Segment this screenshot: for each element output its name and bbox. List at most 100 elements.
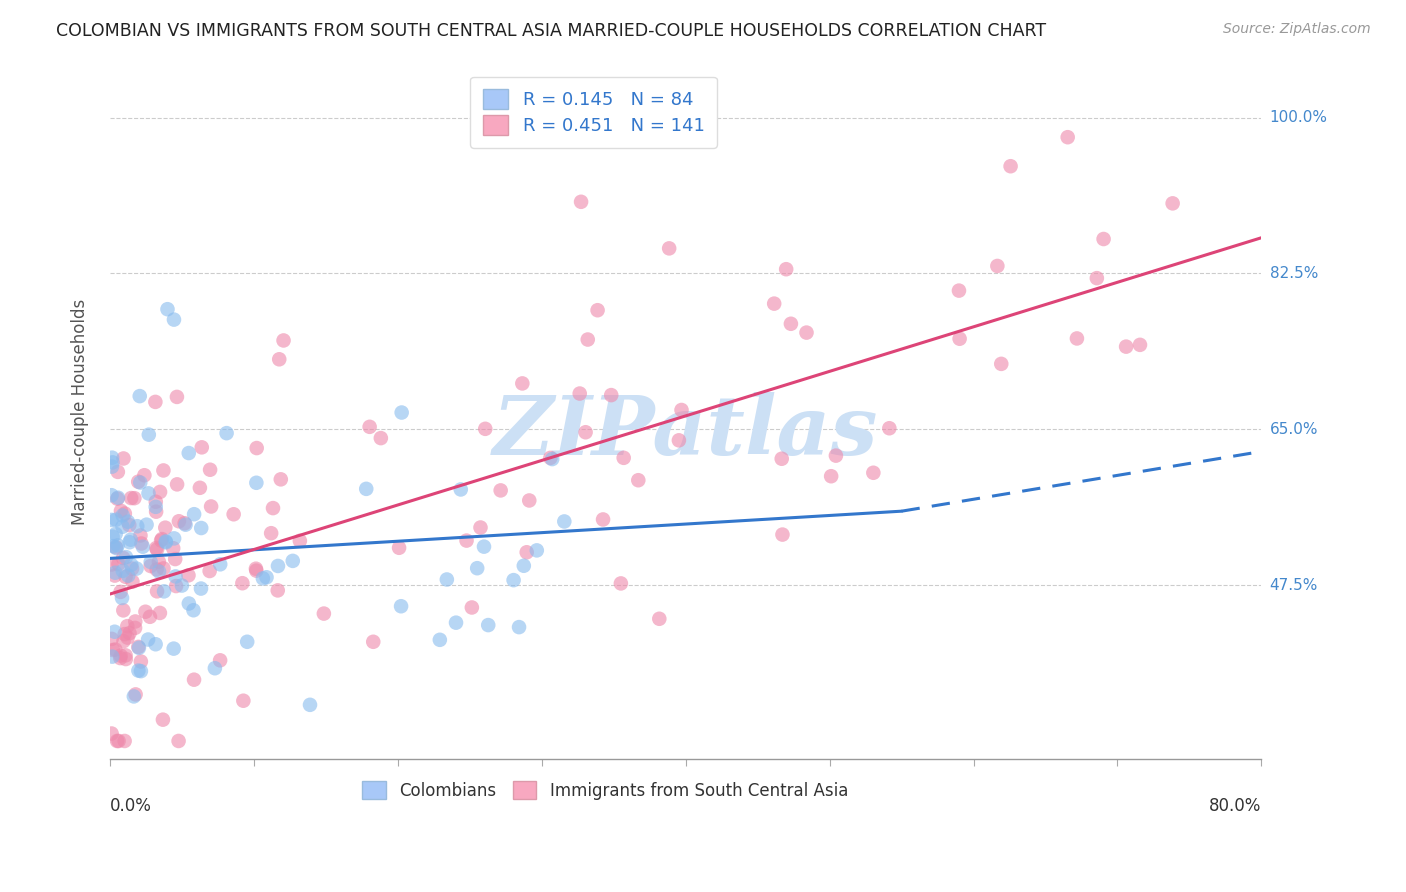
Point	[134, 468, 156, 483]
Point	[104, 624, 127, 639]
Point	[101, 643, 124, 657]
Point	[990, 357, 1012, 371]
Point	[260, 526, 283, 541]
Point	[101, 450, 124, 465]
Text: ZIPatlas: ZIPatlas	[494, 392, 879, 472]
Point	[879, 421, 901, 435]
Point	[118, 535, 141, 549]
Point	[198, 564, 221, 578]
Text: 100.0%: 100.0%	[1270, 110, 1327, 125]
Point	[288, 533, 311, 548]
Point	[222, 508, 245, 522]
Point	[613, 450, 636, 465]
Point	[162, 541, 184, 556]
Point	[780, 317, 803, 331]
Text: COLOMBIAN VS IMMIGRANTS FROM SOUTH CENTRAL ASIA MARRIED-COUPLE HOUSEHOLDS CORREL: COLOMBIAN VS IMMIGRANTS FROM SOUTH CENTR…	[56, 22, 1046, 40]
Point	[188, 481, 211, 495]
Point	[148, 565, 170, 579]
Point	[177, 568, 200, 582]
Point	[124, 621, 146, 635]
Point	[177, 446, 200, 460]
Point	[209, 558, 232, 572]
Point	[1066, 331, 1088, 345]
Point	[246, 441, 269, 455]
Point	[586, 303, 609, 318]
Point	[145, 541, 167, 555]
Point	[112, 634, 135, 648]
Point	[112, 550, 135, 565]
Point	[117, 568, 139, 582]
Point	[526, 543, 548, 558]
Point	[627, 473, 650, 487]
Point	[489, 483, 512, 498]
Point	[281, 554, 304, 568]
Point	[456, 533, 478, 548]
Point	[174, 517, 197, 532]
Point	[120, 491, 142, 505]
Point	[107, 557, 129, 571]
Point	[117, 619, 139, 633]
Point	[1000, 159, 1022, 173]
Point	[173, 516, 195, 531]
Point	[450, 483, 472, 497]
Point	[101, 539, 124, 553]
Point	[148, 555, 170, 569]
Point	[163, 641, 186, 656]
Point	[472, 540, 495, 554]
Point	[165, 552, 187, 566]
Point	[245, 562, 267, 576]
Point	[232, 694, 254, 708]
Point	[127, 519, 149, 533]
Point	[312, 607, 335, 621]
Point	[361, 634, 384, 648]
Point	[110, 651, 132, 665]
Point	[146, 584, 169, 599]
Point	[190, 521, 212, 535]
Point	[600, 388, 623, 402]
Point	[150, 532, 173, 546]
Point	[862, 466, 884, 480]
Point	[152, 713, 174, 727]
Point	[215, 426, 238, 441]
Point	[671, 403, 693, 417]
Point	[190, 582, 212, 596]
Point	[101, 459, 124, 474]
Point	[104, 566, 127, 580]
Text: 82.5%: 82.5%	[1270, 266, 1317, 281]
Point	[145, 500, 167, 514]
Point	[129, 655, 152, 669]
Point	[131, 536, 153, 550]
Point	[153, 584, 176, 599]
Point	[770, 451, 793, 466]
Point	[658, 241, 681, 255]
Point	[166, 477, 188, 491]
Point	[150, 533, 173, 548]
Point	[118, 518, 141, 533]
Point	[135, 517, 157, 532]
Point	[252, 571, 274, 585]
Point	[541, 452, 564, 467]
Point	[156, 302, 179, 317]
Point	[149, 484, 172, 499]
Point	[163, 532, 186, 546]
Point	[538, 450, 561, 465]
Point	[267, 583, 290, 598]
Point	[209, 653, 232, 667]
Point	[796, 326, 818, 340]
Point	[444, 615, 467, 630]
Point	[111, 564, 134, 578]
Point	[149, 606, 172, 620]
Point	[124, 615, 146, 629]
Point	[117, 631, 139, 645]
Point	[231, 576, 253, 591]
Point	[477, 618, 499, 632]
Point	[127, 640, 149, 654]
Point	[145, 637, 167, 651]
Point	[270, 472, 292, 486]
Point	[820, 469, 842, 483]
Point	[121, 574, 143, 589]
Point	[1161, 196, 1184, 211]
Point	[104, 527, 127, 541]
Point	[129, 528, 152, 542]
Point	[592, 512, 614, 526]
